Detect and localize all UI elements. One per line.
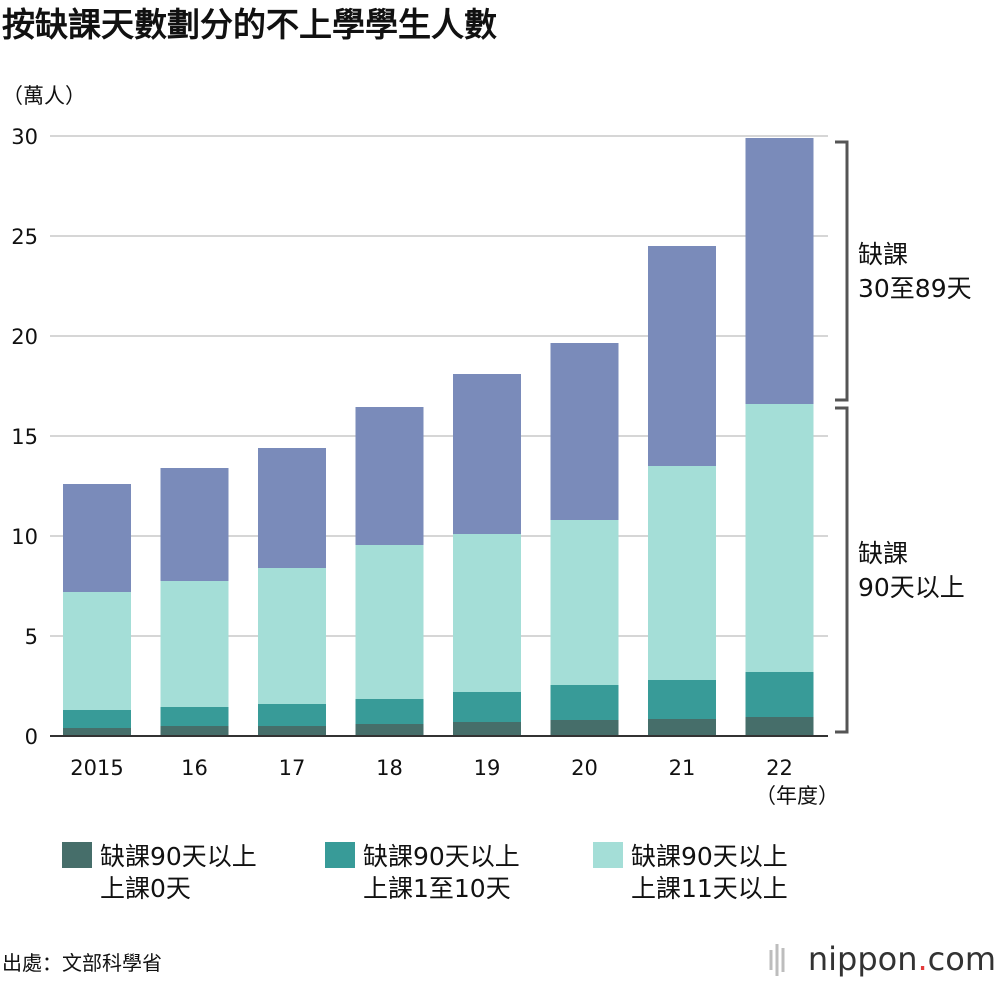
x-tick-label: 20: [571, 756, 598, 780]
y-tick-label: 15: [11, 425, 38, 449]
bar-segment: [745, 404, 814, 672]
x-tick-label: 19: [474, 756, 501, 780]
legend-swatch: [593, 842, 623, 868]
x-tick-label: 16: [181, 756, 208, 780]
x-tick-label: 21: [669, 756, 696, 780]
brand-logo: nippon.com: [769, 940, 996, 978]
bar-segment: [63, 484, 131, 592]
legend-label: 缺課90天以上: [363, 842, 520, 871]
bar-segment: [355, 407, 424, 545]
brand-name: nippon: [808, 940, 918, 978]
legend-label: 上課1至10天: [363, 874, 511, 903]
annotation-label: 90天以上: [858, 573, 965, 602]
bar-segment: [550, 520, 619, 685]
bar-segment: [648, 680, 716, 719]
y-tick-label: 30: [11, 125, 38, 149]
bar-segment: [160, 468, 229, 581]
annotation-label: 30至89天: [858, 274, 972, 303]
annotation-label: 缺課: [858, 240, 908, 269]
legend-label: 缺課90天以上: [631, 842, 788, 871]
brand-tld: com: [928, 940, 996, 978]
x-axis-ticks: 2015 16 17 18 19 20 21 22: [70, 756, 793, 780]
x-tick-label: 22: [766, 756, 793, 780]
bar-segment: [355, 545, 424, 699]
bar-segment: [160, 707, 229, 726]
y-axis-unit: （萬人）: [2, 84, 86, 108]
legend-label: 缺課90天以上: [100, 842, 257, 871]
y-tick-label: 20: [11, 325, 38, 349]
brand-dot: .: [917, 940, 927, 978]
bar-segment: [258, 448, 326, 568]
legend-label: 上課0天: [100, 874, 191, 903]
bar-segment: [648, 466, 716, 680]
bar-segment: [648, 246, 716, 466]
bar-segment: [550, 343, 619, 520]
bar-segment: [453, 534, 521, 692]
legend-swatch: [62, 842, 92, 868]
bar-segment: [160, 581, 229, 707]
bar-segment: [453, 374, 521, 534]
brand-mark-icon: [769, 944, 785, 976]
bar-segment: [453, 722, 521, 736]
x-tick-label: 2015: [70, 756, 123, 780]
legend-swatch: [325, 842, 355, 868]
bar-segment: [160, 726, 229, 736]
bars: [63, 138, 814, 736]
bar-segment: [63, 728, 131, 736]
bar-segment: [63, 710, 131, 728]
bar-segment: [258, 704, 326, 726]
bar-segment: [355, 724, 424, 736]
bar-segment: [258, 568, 326, 704]
bar-segment: [745, 138, 814, 404]
bar-segment: [745, 672, 814, 717]
bar-segment: [550, 685, 619, 720]
bar-segment: [453, 692, 521, 722]
annotation-bracket: [835, 406, 849, 734]
annotation-label: 缺課: [858, 539, 908, 568]
bar-segment: [258, 726, 326, 736]
y-axis-ticks: 0 5 10 15 20 25 30: [11, 125, 38, 749]
bar-segment: [63, 592, 131, 710]
brand-text: nippon.com: [808, 940, 996, 978]
y-tick-label: 25: [11, 225, 38, 249]
legend-label: 上課11天以上: [631, 874, 788, 903]
x-tick-label: 18: [376, 756, 403, 780]
y-tick-label: 10: [11, 525, 38, 549]
source-note: 出處：文部科學省: [2, 951, 162, 975]
x-axis-label: （年度）: [755, 784, 839, 808]
bar-segment: [648, 719, 716, 736]
x-tick-label: 17: [279, 756, 306, 780]
chart-title: 按缺課天數劃分的不上學學生人數: [2, 5, 497, 44]
bar-segment: [550, 720, 619, 736]
y-tick-label: 0: [25, 725, 38, 749]
annotation-bracket: [835, 140, 849, 402]
y-tick-label: 5: [25, 625, 38, 649]
bar-segment: [355, 699, 424, 724]
bar-segment: [745, 717, 814, 736]
